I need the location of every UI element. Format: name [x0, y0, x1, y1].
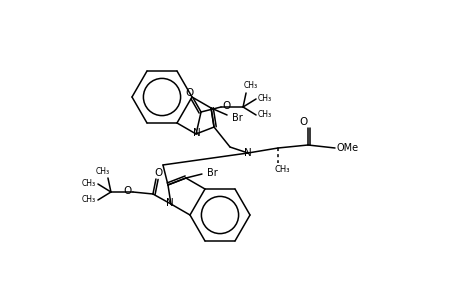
Text: OMe: OMe: [336, 143, 358, 153]
Text: O: O: [299, 117, 308, 127]
Text: CH₃: CH₃: [82, 196, 96, 205]
Text: N: N: [166, 198, 174, 208]
Text: CH₃: CH₃: [257, 94, 272, 103]
Text: N: N: [193, 128, 201, 138]
Text: CH₃: CH₃: [82, 179, 96, 188]
Text: O: O: [185, 88, 193, 98]
Text: CH₃: CH₃: [274, 164, 289, 173]
Text: Br: Br: [206, 168, 217, 178]
Text: CH₃: CH₃: [243, 82, 257, 91]
Text: CH₃: CH₃: [95, 167, 110, 176]
Text: Br: Br: [231, 113, 242, 123]
Text: O: O: [123, 186, 132, 196]
Text: CH₃: CH₃: [257, 110, 272, 119]
Text: O: O: [221, 101, 230, 111]
Text: O: O: [155, 168, 163, 178]
Text: N: N: [244, 148, 252, 158]
